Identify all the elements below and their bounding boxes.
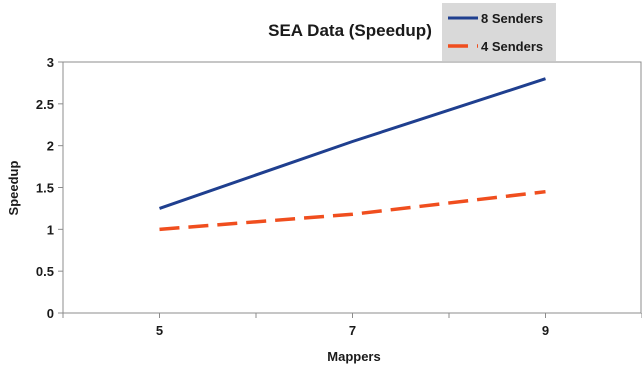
series-layer bbox=[159, 77, 546, 232]
y-axis-title: Speedup bbox=[6, 160, 21, 215]
y-tick-label: 2 bbox=[47, 139, 54, 154]
chart-title: SEA Data (Speedup) bbox=[268, 21, 432, 40]
series-line-1 bbox=[159, 77, 546, 210]
x-tick-label: 7 bbox=[349, 323, 356, 338]
plot-area bbox=[62, 61, 642, 314]
axes: 0 0.5 1 1.5 2 2.5 3 5 7 9 bbox=[36, 55, 642, 338]
legend-box bbox=[442, 3, 556, 61]
y-tick-label: 2.5 bbox=[36, 97, 54, 112]
series-line-2 bbox=[159, 189, 546, 232]
x-axis-title: Mappers bbox=[327, 349, 380, 364]
y-tick-label: 0 bbox=[47, 306, 54, 321]
y-tick-label: 1 bbox=[47, 222, 54, 237]
y-tick-label: 3 bbox=[47, 55, 54, 70]
legend-label-2: 4 Senders bbox=[481, 39, 543, 54]
legend-label-1: 8 Senders bbox=[481, 11, 543, 26]
legend: 8 Senders 4 Senders bbox=[442, 3, 556, 61]
x-tick-label: 5 bbox=[156, 323, 163, 338]
x-tick-label: 9 bbox=[542, 323, 549, 338]
y-tick-label: 0.5 bbox=[36, 264, 54, 279]
y-tick-label: 1.5 bbox=[36, 181, 54, 196]
